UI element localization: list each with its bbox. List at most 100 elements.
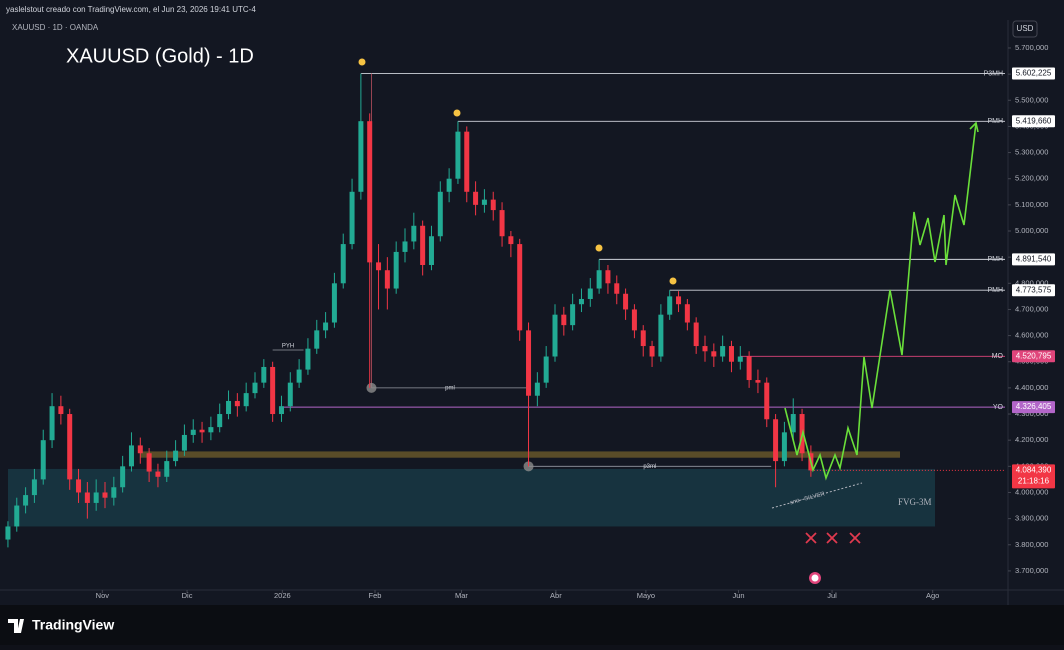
candle-body xyxy=(702,346,708,352)
candle-body xyxy=(455,131,461,179)
candle-body xyxy=(120,466,126,488)
candle-body xyxy=(437,191,443,237)
y-tick-label: 3.800,000 xyxy=(1015,540,1048,549)
candle-body xyxy=(314,330,320,349)
x-tick-label: 2026 xyxy=(274,591,291,600)
y-tick-label: 5.200,000 xyxy=(1015,174,1048,183)
candle-body xyxy=(693,322,699,347)
level-tag xyxy=(1012,350,1055,363)
candle-body xyxy=(631,309,637,331)
candle-body xyxy=(746,356,752,381)
candle-body xyxy=(5,526,11,540)
candle-body xyxy=(737,356,743,362)
candle-body xyxy=(755,380,761,383)
candle-body xyxy=(58,406,64,415)
countdown: 21:18:16 xyxy=(1018,477,1050,486)
x-tick-label: Mayo xyxy=(637,591,655,600)
candle-body xyxy=(393,251,399,289)
candle-body xyxy=(93,492,99,503)
level-label: PMH xyxy=(987,256,1003,263)
candle-body xyxy=(676,296,682,305)
candle-body xyxy=(217,414,223,428)
level-tag xyxy=(1012,253,1055,266)
projection xyxy=(784,121,979,481)
candle-body xyxy=(684,304,690,323)
candle-body xyxy=(128,445,134,467)
x-tick-label: Jul xyxy=(827,591,837,600)
candle-body xyxy=(428,236,434,265)
y-tick-label: 4.600,000 xyxy=(1015,331,1048,340)
candle-body xyxy=(349,191,355,245)
candle-body xyxy=(190,429,196,435)
y-tick-label: 5.000,000 xyxy=(1015,226,1048,235)
candle-body xyxy=(243,393,249,407)
candle-body xyxy=(155,471,161,477)
x-tick-label: Nov xyxy=(96,591,110,600)
candle-body xyxy=(781,432,787,462)
y-tick-label: 5.300,000 xyxy=(1015,148,1048,157)
candle-body xyxy=(340,244,346,284)
level-tag-label: 4.326,405 xyxy=(1016,402,1052,411)
level-tag xyxy=(1012,115,1055,128)
level-label: P3MH xyxy=(984,70,1003,77)
candle-body xyxy=(790,414,796,433)
candle-body xyxy=(31,479,37,496)
y-tick-label: 4.000,000 xyxy=(1015,487,1048,496)
level-tag xyxy=(1012,401,1055,414)
candle-body xyxy=(711,351,717,357)
candle-body xyxy=(490,199,496,211)
event-flag xyxy=(809,572,821,584)
candle-body xyxy=(173,450,179,462)
candle-body xyxy=(102,492,108,498)
candle-body xyxy=(23,495,29,506)
candle-body xyxy=(278,406,284,415)
candle-body xyxy=(323,322,329,331)
candle-body xyxy=(84,492,90,503)
candle-body xyxy=(270,366,276,415)
y-tick-label: 5.500,000 xyxy=(1015,95,1048,104)
candle-body xyxy=(146,453,152,472)
annotation-label: pml xyxy=(445,385,455,391)
y-tick-label: 3.900,000 xyxy=(1015,514,1048,523)
chart-title: XAUUSD (Gold) - 1D xyxy=(66,45,254,67)
candle-body xyxy=(658,314,664,357)
candle-body xyxy=(640,330,646,347)
x-tick-label: Ago xyxy=(926,591,939,600)
candle-body xyxy=(67,414,73,480)
candle-body xyxy=(587,288,593,299)
candle-body xyxy=(234,400,240,407)
y-tick-label: 4.800,000 xyxy=(1015,278,1048,287)
candle-body xyxy=(481,199,487,205)
candle-body xyxy=(526,330,532,396)
y-tick-label: 4.400,000 xyxy=(1015,383,1048,392)
y-tick-label: 4.300,000 xyxy=(1015,409,1048,418)
candle-body xyxy=(534,382,540,396)
candle-body xyxy=(473,191,479,205)
candle-body xyxy=(578,298,584,305)
candle-body xyxy=(40,440,46,480)
candle-body xyxy=(499,210,505,237)
last-price-tag xyxy=(1012,464,1055,489)
level-tag xyxy=(1012,67,1055,80)
smt-line xyxy=(771,482,863,509)
currency-box[interactable] xyxy=(1012,20,1038,38)
candle-body xyxy=(464,131,470,192)
level-label: YO xyxy=(993,404,1004,411)
candle-body xyxy=(287,382,293,407)
candle-body xyxy=(384,270,390,289)
candle-body xyxy=(508,236,514,245)
candle-body xyxy=(252,382,258,394)
zone xyxy=(140,451,900,458)
candle-body xyxy=(199,429,205,433)
candle-body xyxy=(649,346,655,357)
x-tick-label: Abr xyxy=(550,591,562,600)
candle-body xyxy=(720,346,726,357)
candle-body xyxy=(623,293,629,310)
level-tag-label: 5.419,660 xyxy=(1016,116,1052,125)
level-tag-label: 4.891,540 xyxy=(1016,254,1052,263)
candle-body xyxy=(570,304,576,326)
candle-body xyxy=(261,366,267,383)
x-tick-label: Mar xyxy=(455,591,468,600)
